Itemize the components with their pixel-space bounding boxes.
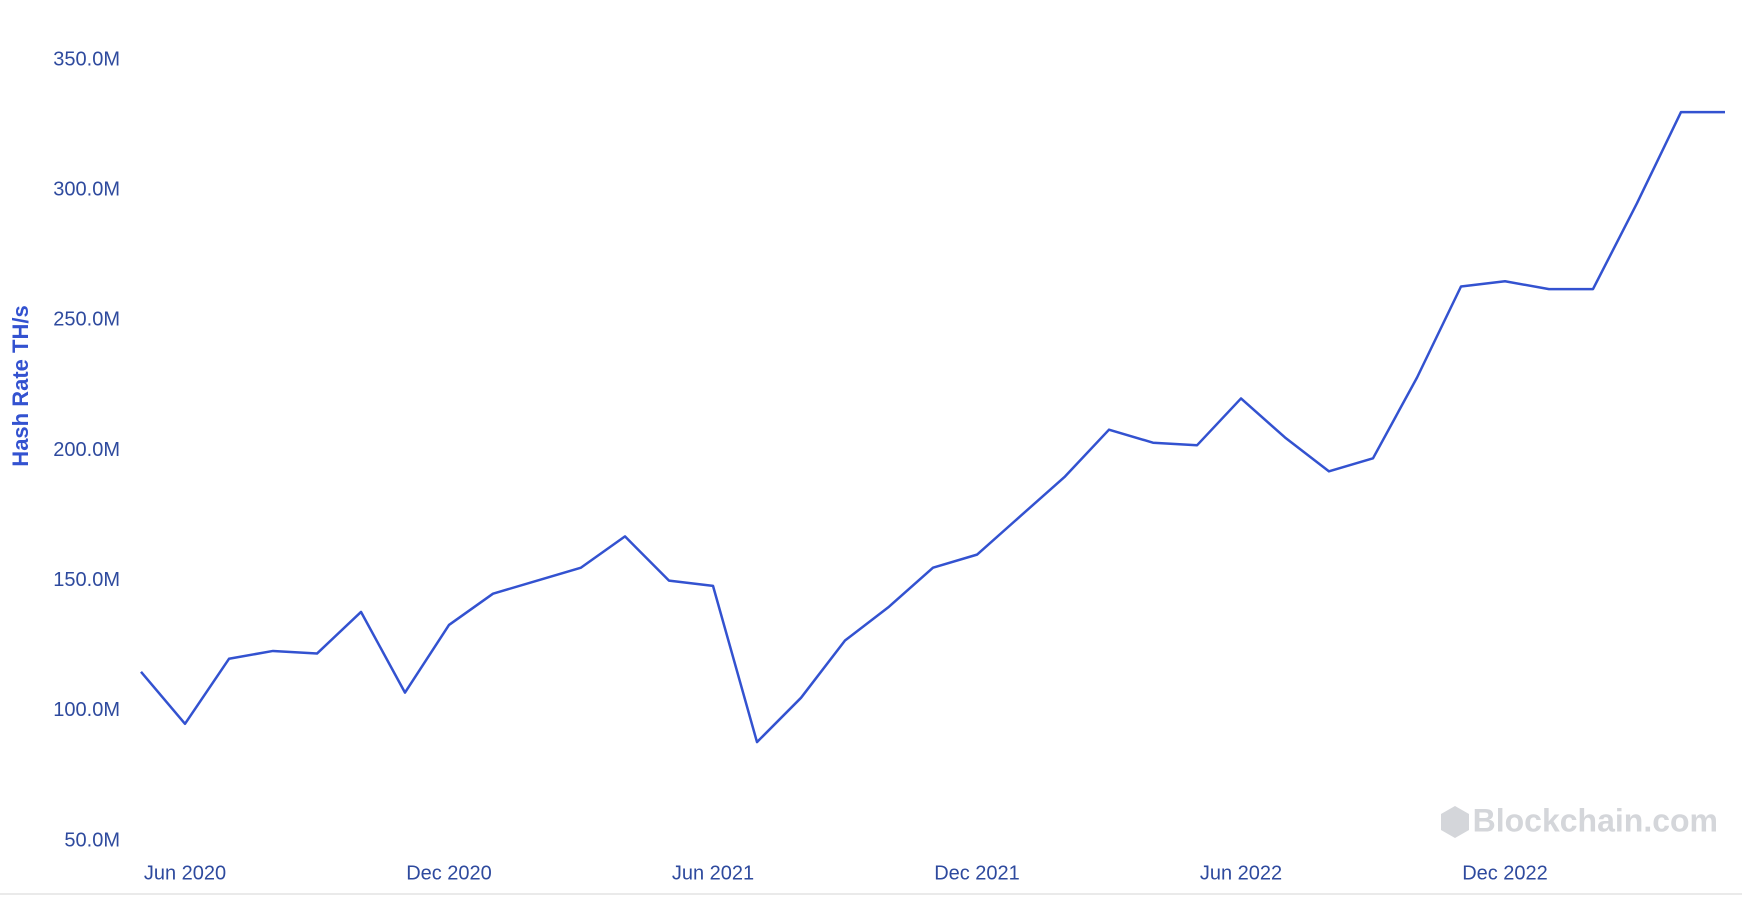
x-tick-label: Jun 2020 [144,862,226,884]
watermark: Blockchain.com [1473,802,1718,838]
watermark-logo [1441,806,1469,838]
y-tick-label: 200.0M [53,439,120,461]
x-tick-label: Dec 2020 [406,862,492,884]
x-tick-label: Dec 2021 [934,862,1020,884]
y-tick-label: 100.0M [53,699,120,721]
x-tick-label: Jun 2021 [672,862,754,884]
data-line [140,110,1725,744]
x-tick-label: Jun 2022 [1200,862,1282,884]
y-tick-label: 50.0M [64,829,120,851]
y-tick-label: 250.0M [53,309,120,331]
y-tick-label: 150.0M [53,569,120,591]
x-tick-label: Dec 2022 [1462,862,1548,884]
y-axis-label: Hash Rate TH/s [8,305,33,466]
y-tick-label: 300.0M [53,178,120,200]
y-tick-label: 350.0M [53,48,120,70]
